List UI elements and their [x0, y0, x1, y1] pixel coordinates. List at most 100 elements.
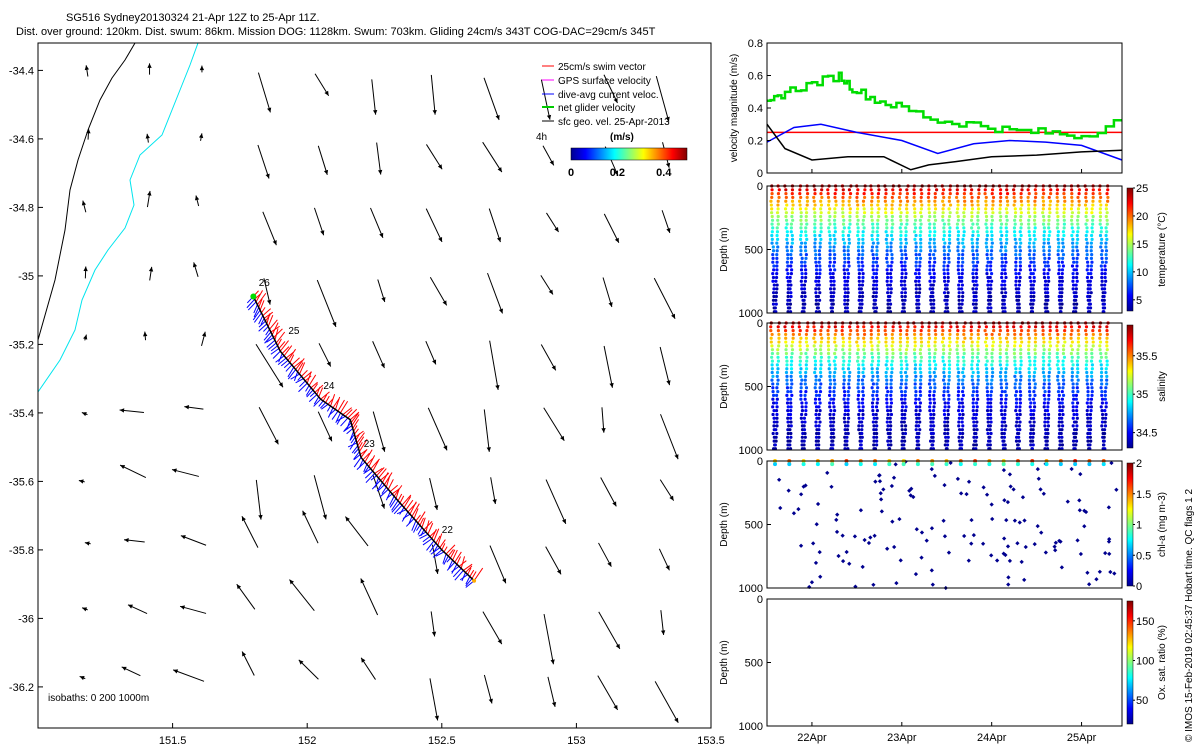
- swim-vector: [460, 556, 466, 569]
- profile-point: [971, 386, 976, 390]
- profile-point: [984, 355, 988, 359]
- profile-point: [805, 237, 809, 241]
- profile-point: [1005, 544, 1011, 549]
- profile-point: [849, 329, 853, 333]
- profile-point: [976, 348, 980, 352]
- profile-point: [998, 192, 1003, 196]
- profile-point: [960, 389, 965, 394]
- profile-point: [774, 409, 779, 413]
- profile-point: [985, 237, 989, 241]
- profile-point: [829, 424, 833, 428]
- profile-point: [986, 306, 990, 310]
- profile-point: [812, 325, 816, 329]
- profile-point: [919, 530, 925, 535]
- profile-point: [933, 367, 937, 371]
- profile-point: [928, 245, 932, 249]
- profile-point: [927, 329, 931, 333]
- velocity-arrow-shaft: [317, 145, 328, 175]
- profile-point: [1027, 344, 1031, 348]
- profile-point: [826, 340, 830, 344]
- dac-vector: [265, 329, 270, 336]
- profile-point: [904, 405, 908, 409]
- profile-point: [928, 237, 932, 241]
- swim-vector: [413, 508, 419, 519]
- profile-point: [891, 325, 895, 329]
- profile-point: [871, 268, 875, 272]
- profile-point: [832, 233, 836, 238]
- profile-point: [1018, 378, 1023, 382]
- profile-point: [1028, 363, 1032, 367]
- profile-point: [1000, 424, 1004, 428]
- profile-point: [876, 218, 880, 222]
- profile-point: [962, 230, 966, 234]
- profile-point: [931, 428, 935, 432]
- profile-point: [841, 344, 845, 348]
- profile-point: [984, 492, 990, 497]
- profile-point: [789, 291, 793, 295]
- profile-point: [970, 199, 974, 203]
- profile-point: [813, 226, 817, 230]
- profile-point: [1090, 237, 1094, 241]
- profile-point: [971, 405, 976, 409]
- profile-point: [846, 424, 850, 428]
- velocity-arrow-shaft: [313, 475, 327, 520]
- profile-point: [770, 348, 775, 352]
- profile-point: [985, 428, 990, 432]
- profile-point: [1019, 393, 1023, 397]
- day-label: 25: [288, 326, 300, 337]
- profile-point: [827, 359, 831, 363]
- profile-point: [977, 192, 981, 196]
- profile-point: [1028, 397, 1032, 401]
- profile-point: [1076, 370, 1080, 375]
- profile-point: [1061, 344, 1066, 348]
- profile-point: [960, 435, 964, 439]
- velocity-arrow-head: [608, 302, 613, 308]
- profile-point: [886, 439, 890, 443]
- profile-point: [1085, 252, 1089, 257]
- profile-point: [990, 218, 995, 222]
- profile-point: [1062, 355, 1067, 359]
- profile-point: [932, 252, 936, 257]
- profile-point: [947, 336, 952, 340]
- profile-point: [1089, 256, 1094, 260]
- profile-point: [1071, 416, 1075, 420]
- profile-point: [1011, 487, 1016, 492]
- y-tick-label: 0: [757, 168, 763, 180]
- profile-point: [796, 507, 801, 512]
- swim-vector: [262, 308, 272, 317]
- colorbar-tick-label: 34.5: [1136, 428, 1157, 440]
- profile-point: [861, 386, 865, 390]
- profile-point: [874, 287, 879, 291]
- profile-point: [1003, 245, 1007, 249]
- profile-point: [898, 340, 902, 344]
- velocity-arrow-shaft: [487, 272, 503, 314]
- profile-point: [1048, 332, 1052, 337]
- velocity-arrow-head: [548, 289, 553, 295]
- velocity-arrow-head: [666, 227, 671, 233]
- profile-point: [971, 222, 975, 226]
- profile-point: [891, 355, 895, 359]
- velocity-arrow-head: [550, 659, 555, 665]
- profile-point: [934, 188, 939, 192]
- profile-point: [962, 226, 966, 230]
- profile-point: [818, 420, 822, 424]
- profile-point: [1100, 401, 1105, 405]
- profile-point: [889, 268, 893, 272]
- profile-point: [770, 332, 774, 337]
- profile-point: [1075, 256, 1079, 260]
- profile-point: [990, 516, 995, 522]
- profile-point: [857, 252, 861, 257]
- profile-point: [942, 252, 947, 257]
- profile-point: [1042, 237, 1046, 241]
- profile-point: [1019, 226, 1023, 230]
- profile-point: [1084, 332, 1088, 337]
- profile-point: [903, 287, 907, 291]
- profile-point: [772, 283, 776, 287]
- profile-point: [1073, 435, 1078, 439]
- profile-point: [1046, 412, 1051, 417]
- profile-point: [771, 275, 776, 280]
- profile-point: [900, 409, 904, 413]
- velocity-arrow-head: [289, 579, 294, 585]
- profile-point: [984, 214, 989, 219]
- profile-point: [1033, 363, 1037, 367]
